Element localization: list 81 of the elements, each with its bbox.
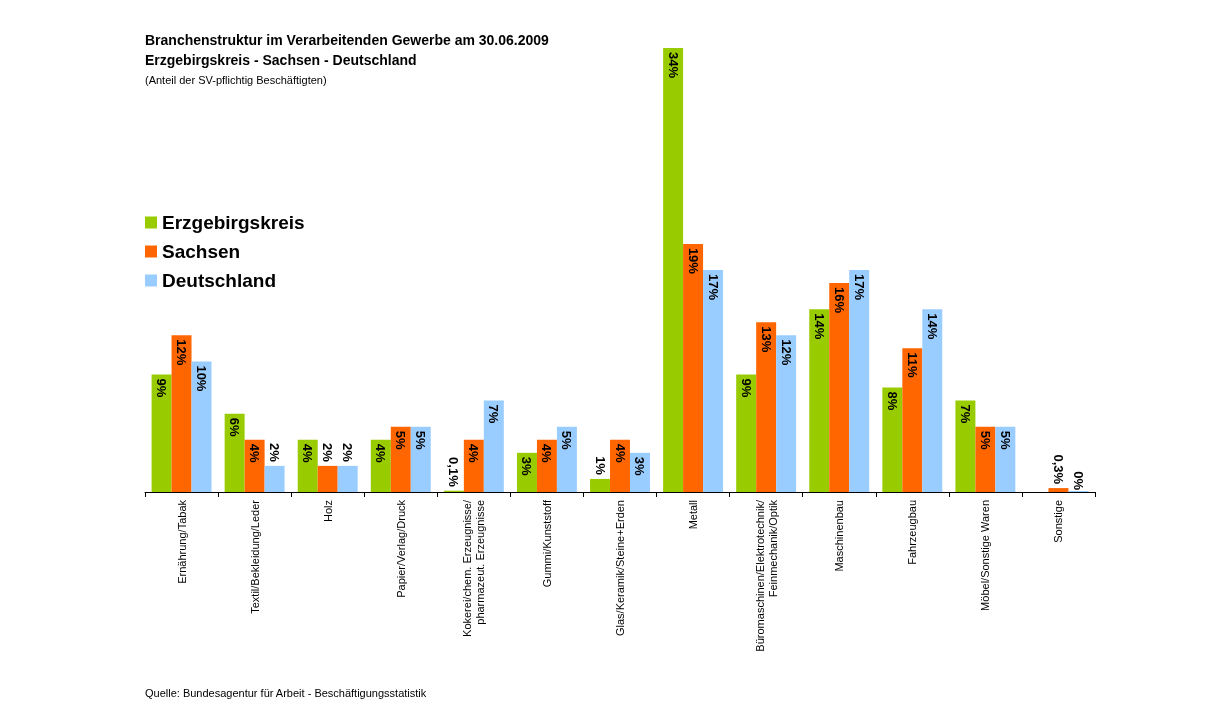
data-label: 2% — [340, 443, 356, 463]
bar — [849, 270, 870, 492]
data-label: 34% — [665, 52, 681, 79]
data-label: 9% — [738, 378, 754, 398]
data-label: 3% — [632, 456, 648, 477]
source-note: Quelle: Bundesagentur für Arbeit - Beschäftigungsstatistik — [145, 686, 427, 699]
bar — [317, 465, 338, 492]
bar — [703, 270, 724, 492]
data-label: 16% — [831, 287, 847, 314]
data-label: 12% — [778, 339, 794, 366]
data-label: 0% — [1070, 471, 1086, 491]
bar — [756, 322, 777, 492]
x-tick-label: Textil/Bekleidung/Leder — [248, 499, 261, 614]
bar — [736, 374, 757, 492]
data-label: 5% — [413, 430, 429, 450]
x-tick-label: Büromaschinen/Elektrotechnik/ Feinmechanik/Optik — [753, 499, 779, 652]
data-label: 5% — [393, 430, 409, 450]
bar — [922, 309, 943, 492]
x-tick-label: Holz — [321, 500, 334, 523]
data-label: 7% — [957, 404, 973, 424]
bar — [483, 400, 504, 492]
bar — [151, 374, 172, 492]
bar — [337, 465, 358, 492]
bar — [829, 283, 850, 492]
data-label: 0,3% — [1050, 454, 1066, 485]
data-label: 13% — [758, 326, 774, 353]
bar — [683, 243, 704, 492]
annotation: (Anteil der SV-pflichtig Beschäftigten) — [145, 73, 327, 86]
data-label: 4% — [612, 443, 628, 463]
bar — [955, 400, 976, 492]
bar — [171, 335, 192, 492]
x-tick-label: Gummi/Kunststoff — [540, 499, 553, 588]
data-label: 7% — [486, 404, 502, 424]
data-label: 14% — [811, 313, 827, 340]
data-label: 6% — [227, 417, 243, 437]
chart-title: Branchenstruktur im Verarbeitenden Gewerbe am 30.06.2009 — [145, 32, 550, 48]
x-tick-label: Sonstige — [1052, 500, 1065, 543]
data-label: 12% — [174, 339, 190, 366]
legend-label: Sachsen — [162, 241, 241, 262]
chart-subtitle: Erzgebirgskreis - Sachsen - Deutschland — [145, 52, 417, 68]
data-label: 5% — [977, 430, 993, 450]
data-label: 4% — [373, 443, 389, 463]
data-label: 8% — [884, 391, 900, 411]
data-label: 5% — [559, 430, 575, 450]
bar — [191, 361, 212, 492]
bar — [882, 387, 903, 492]
legend-label: Erzgebirgskreis — [162, 212, 305, 233]
data-label: 10% — [194, 365, 210, 392]
bar — [902, 348, 923, 492]
bar — [224, 413, 245, 492]
x-tick-label: Papier/Verlag/Druck — [394, 499, 407, 598]
bar — [1048, 488, 1069, 492]
x-tick-label: Fahrzeugbau — [906, 500, 919, 565]
bar — [590, 478, 611, 492]
data-label: 5% — [997, 430, 1013, 450]
bar — [663, 48, 684, 492]
data-label: 0,1% — [446, 457, 462, 488]
x-tick-label: Ernährung/Tabak — [175, 499, 188, 584]
data-label: 2% — [320, 443, 336, 463]
x-tick-label: Kokerei/chem. Erzeugnisse/ pharmazeut. Erzeugnisse — [461, 499, 487, 637]
data-label: 1% — [592, 456, 608, 476]
data-label: 19% — [685, 247, 701, 275]
x-tick-label: Maschinenbau — [833, 500, 846, 572]
data-label: 17% — [705, 274, 721, 301]
data-label: 14% — [924, 313, 940, 340]
data-label: 4% — [247, 443, 263, 463]
data-label: 2% — [267, 443, 283, 463]
data-label: 3% — [519, 456, 535, 477]
data-label: 4% — [466, 443, 482, 463]
data-label: 9% — [154, 378, 170, 398]
data-label: 4% — [539, 443, 555, 463]
x-tick-label: Glas/Keramik/Steine+Erden — [614, 500, 626, 637]
x-tick-label: Metall — [687, 500, 700, 530]
bar — [809, 309, 830, 492]
data-label: 4% — [300, 443, 316, 463]
bar — [264, 465, 285, 492]
data-label: 17% — [851, 274, 867, 301]
legend-label: Deutschland — [162, 270, 277, 291]
bar — [776, 335, 797, 492]
x-tick-label: Möbel/Sonstige Waren — [979, 500, 992, 611]
data-label: 11% — [904, 352, 920, 379]
